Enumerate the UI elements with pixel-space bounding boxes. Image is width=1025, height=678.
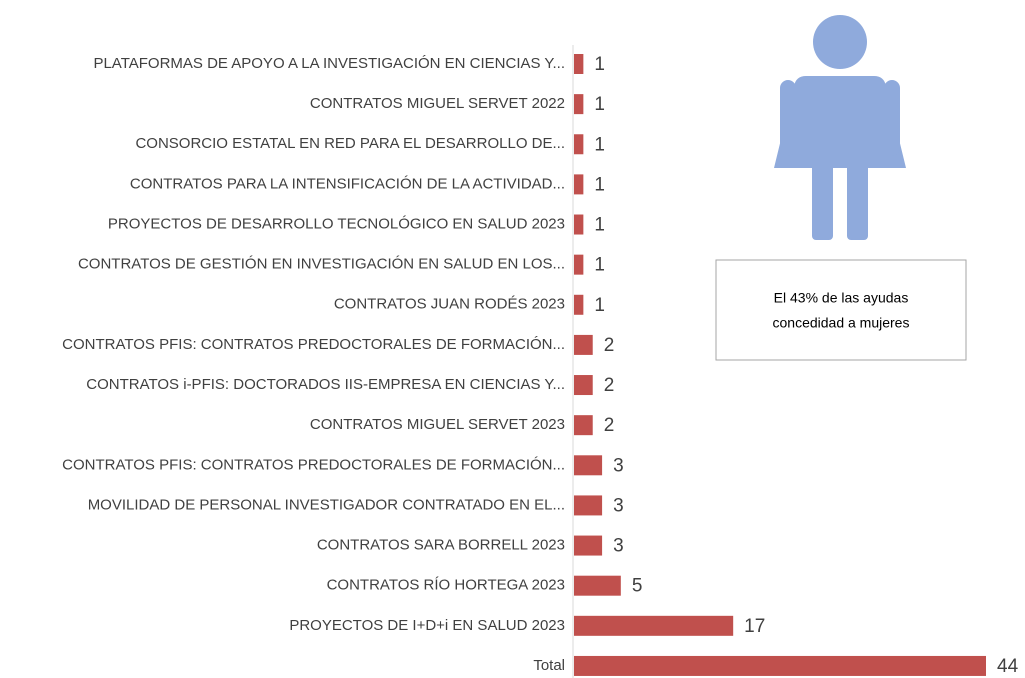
category-label: CONTRATOS RÍO HORTEGA 2023 xyxy=(327,577,565,594)
annotation: concedidad a mujeres xyxy=(773,315,910,331)
data-label: 2 xyxy=(604,415,615,436)
data-label: 2 xyxy=(604,375,615,396)
data-label: 17 xyxy=(744,616,765,637)
bar xyxy=(574,254,584,275)
data-label: 3 xyxy=(613,455,624,476)
category-label: Total xyxy=(533,657,565,674)
annotation-box xyxy=(715,259,967,361)
category-label: CONTRATOS DE GESTIÓN EN INVESTIGACIÓN EN… xyxy=(78,256,565,273)
category-label: CONTRATOS PFIS: CONTRATOS PREDOCTORALES … xyxy=(62,336,565,353)
bar xyxy=(574,334,593,355)
data-label: 1 xyxy=(594,174,605,195)
bar xyxy=(574,174,584,195)
category-label: CONTRATOS MIGUEL SERVET 2023 xyxy=(310,416,565,433)
data-label: 3 xyxy=(613,495,624,516)
data-label: 44 xyxy=(997,656,1019,677)
data-label: 2 xyxy=(604,335,615,356)
category-label: PROYECTOS DE I+D+i EN SALUD 2023 xyxy=(289,617,565,634)
category-label: CONTRATOS PARA LA INTENSIFICACIÓN DE LA … xyxy=(130,175,565,192)
category-label: PLATAFORMAS DE APOYO A LA INVESTIGACIÓN … xyxy=(93,55,565,72)
category-label: MOVILIDAD DE PERSONAL INVESTIGADOR CONTR… xyxy=(88,496,565,513)
category-label: CONSORCIO ESTATAL EN RED PARA EL DESARRO… xyxy=(135,135,565,152)
bar xyxy=(574,415,593,436)
category-label: CONTRATOS MIGUEL SERVET 2022 xyxy=(310,95,565,112)
data-label: 1 xyxy=(594,54,605,75)
bar xyxy=(574,455,603,476)
category-label: CONTRATOS PFIS: CONTRATOS PREDOCTORALES … xyxy=(62,456,565,473)
bar xyxy=(574,94,584,115)
category-label: PROYECTOS DE DESARROLLO TECNOLÓGICO EN S… xyxy=(108,215,565,232)
category-label: CONTRATOS i-PFIS: DOCTORADOS IIS-EMPRESA… xyxy=(86,376,565,393)
data-label: 1 xyxy=(594,255,605,276)
data-label: 1 xyxy=(594,295,605,316)
data-label: 1 xyxy=(594,215,605,236)
data-label: 5 xyxy=(632,576,643,597)
category-label: CONTRATOS SARA BORRELL 2023 xyxy=(317,537,565,554)
bar xyxy=(574,294,584,315)
woman-icon xyxy=(774,15,906,240)
data-label: 1 xyxy=(594,94,605,115)
bar xyxy=(574,655,986,676)
bar xyxy=(574,134,584,155)
bar xyxy=(574,214,584,235)
bar xyxy=(574,615,734,636)
bar xyxy=(574,575,621,596)
annotation: El 43% de las ayudas xyxy=(774,290,909,306)
bar xyxy=(574,535,603,556)
bar xyxy=(574,375,593,396)
data-label: 1 xyxy=(594,134,605,155)
bar xyxy=(574,54,584,74)
data-label: 3 xyxy=(613,536,624,557)
bar xyxy=(574,495,603,516)
category-label: CONTRATOS JUAN RODÉS 2023 xyxy=(334,296,565,313)
